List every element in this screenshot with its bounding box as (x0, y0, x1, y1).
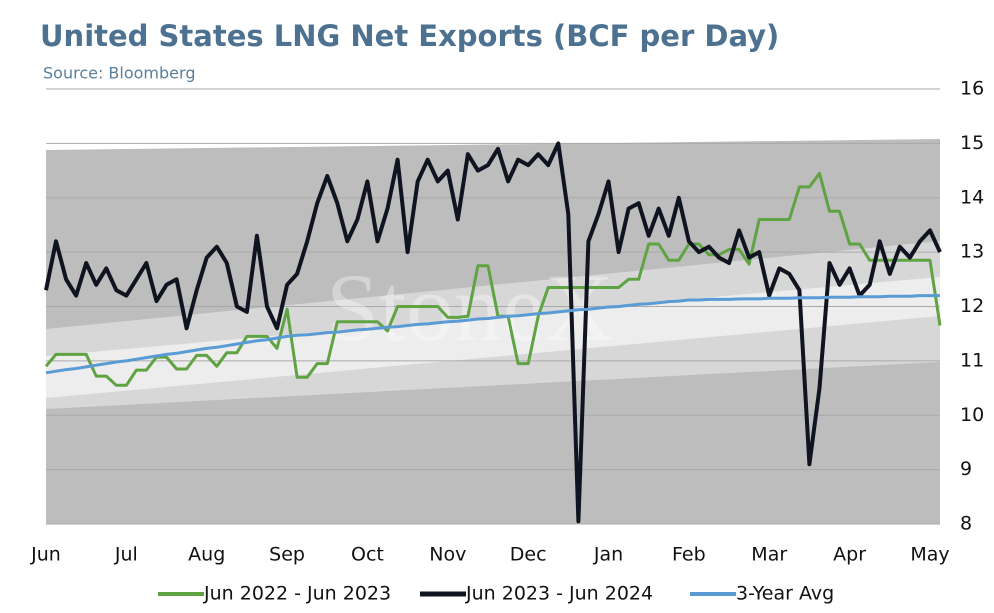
y-tick-label: 11 (960, 349, 984, 371)
x-tick-label: Mar (751, 544, 787, 566)
x-tick-label: Apr (833, 544, 866, 566)
range-bands (46, 139, 940, 524)
series-line (45, 294, 940, 375)
y-tick-label: 9 (960, 458, 972, 480)
chart-subtitle: Source: Bloomberg (43, 64, 195, 83)
series-line (44, 141, 942, 524)
legend-label: Jun 2022 - Jun 2023 (203, 583, 391, 605)
x-tick-label: Feb (672, 544, 706, 566)
x-tick-label: Jul (114, 544, 138, 566)
legend-label: 3-Year Avg (736, 583, 834, 605)
series-line (44, 171, 942, 387)
y-tick-label: 16 (960, 78, 984, 100)
x-tick-label: Nov (429, 544, 466, 566)
range-band-inner (46, 277, 940, 398)
y-tick-label: 10 (960, 404, 984, 426)
x-tick-label: Oct (351, 544, 384, 566)
y-tick-label: 13 (960, 241, 984, 263)
x-tick-label: Aug (188, 544, 225, 566)
y-tick-label: 14 (960, 186, 984, 208)
legend-label: Jun 2023 - Jun 2024 (465, 583, 653, 605)
x-tick-label: Sep (269, 544, 305, 566)
y-tick-label: 8 (960, 513, 972, 535)
x-tick-label: May (910, 544, 949, 566)
chart-title: United States LNG Net Exports (BCF per D… (40, 19, 779, 53)
x-tick-label: Jan (593, 544, 623, 566)
x-tick-label: Dec (510, 544, 547, 566)
x-tick-label: Jun (30, 544, 61, 566)
y-tick-label: 15 (960, 132, 984, 154)
y-tick-label: 12 (960, 295, 984, 317)
